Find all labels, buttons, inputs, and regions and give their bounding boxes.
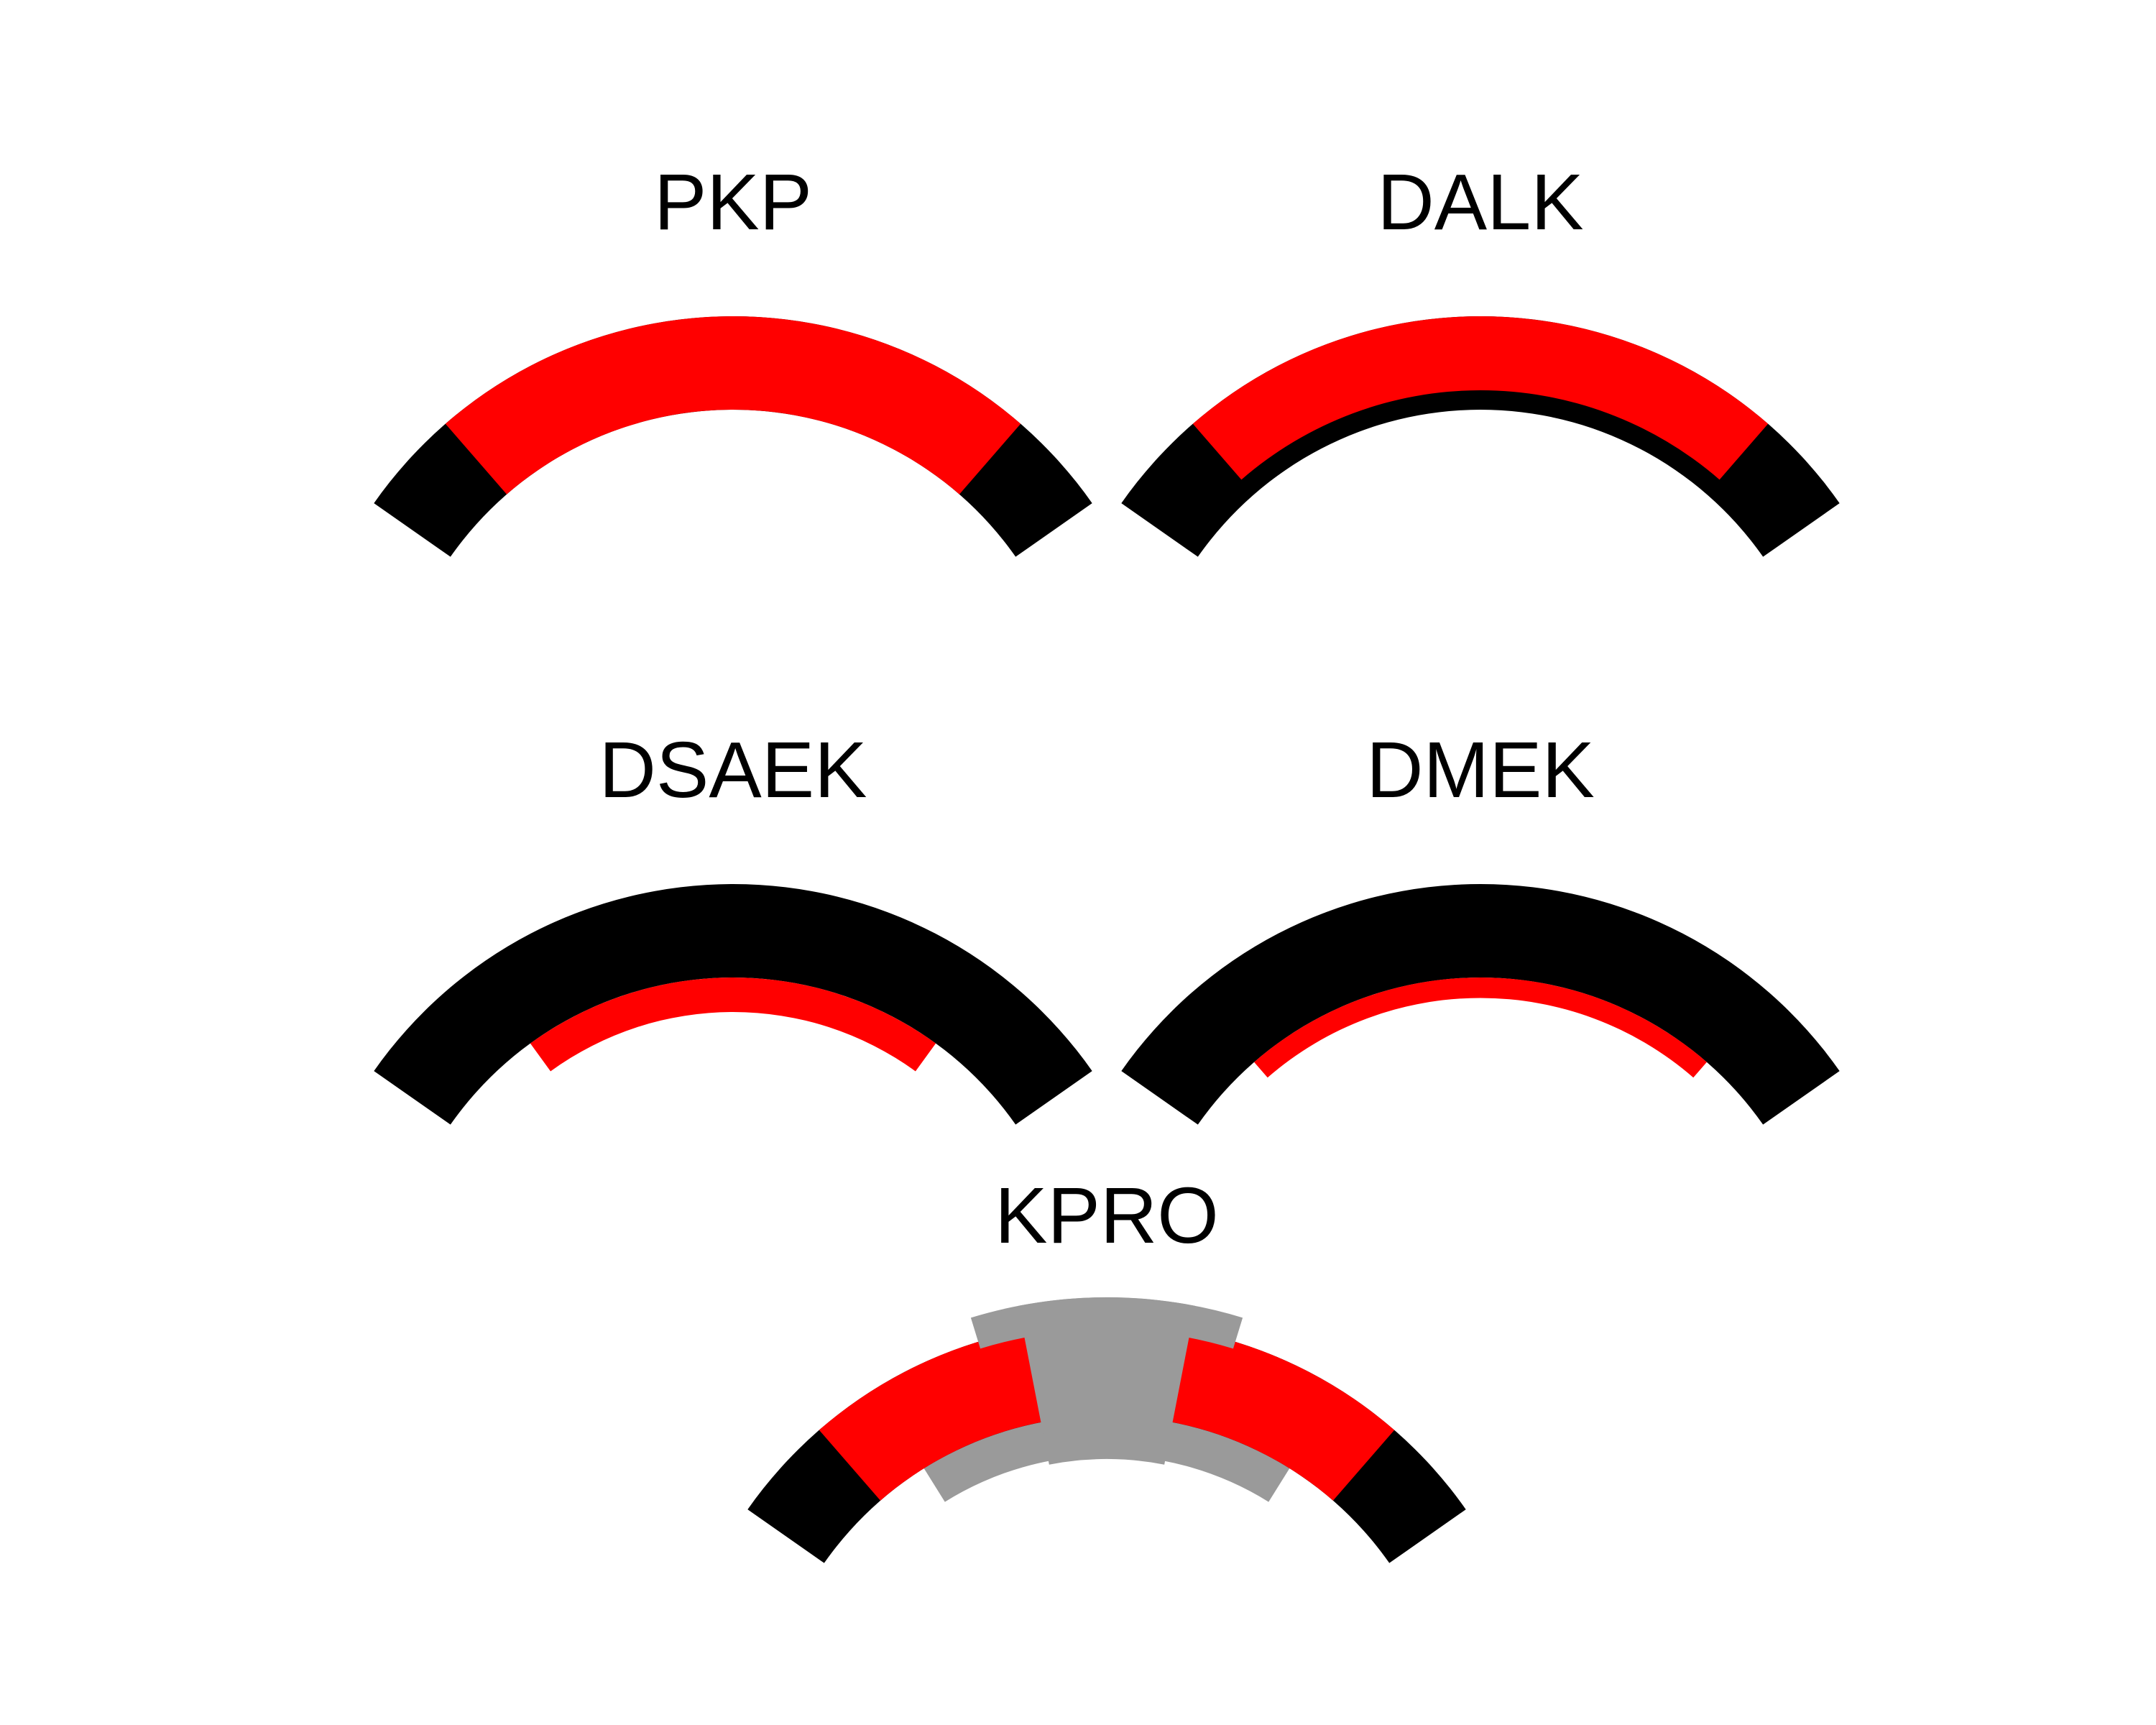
label-kpro: KPRO (995, 1172, 1219, 1260)
label-pkp: PKP (654, 158, 812, 247)
label-dsaek: DSAEK (599, 726, 867, 814)
label-dmek: DMEK (1366, 726, 1595, 814)
label-dalk: DALK (1377, 158, 1583, 247)
dmek-host (1121, 884, 1839, 1125)
pkp-graft (446, 316, 1021, 494)
